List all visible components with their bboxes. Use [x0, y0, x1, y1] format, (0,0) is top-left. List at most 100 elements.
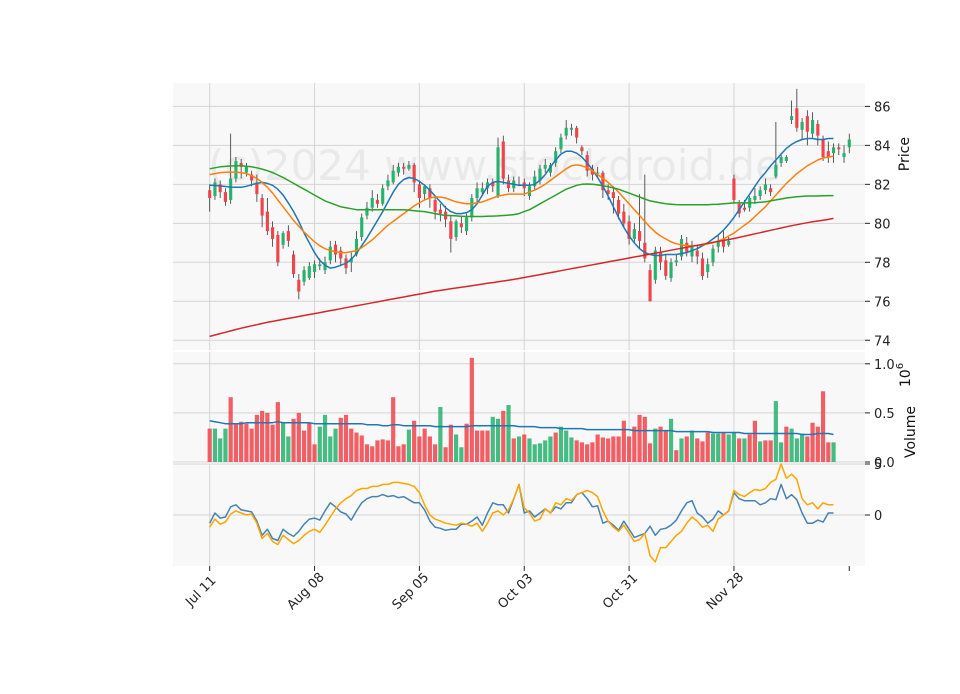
- candle-body: [732, 178, 736, 200]
- candle-body: [428, 188, 432, 198]
- volume-bar: [343, 414, 349, 462]
- volume-bar: [474, 430, 480, 462]
- volume-bar: [265, 412, 270, 462]
- candle-body: [271, 227, 275, 239]
- volume-bar: [747, 434, 752, 462]
- volume-bar: [548, 436, 553, 462]
- candle-body: [695, 250, 699, 257]
- volume-bar: [249, 428, 254, 462]
- candle-body: [664, 260, 668, 276]
- volume-bar: [810, 422, 815, 462]
- candle-body: [548, 164, 553, 173]
- candle-body: [417, 184, 421, 198]
- volume-bar: [621, 420, 626, 462]
- volume-bar: [684, 436, 689, 462]
- volume-bar: [312, 444, 317, 462]
- candle-body: [690, 246, 694, 257]
- volume-bar: [270, 424, 275, 462]
- candle-body: [805, 116, 809, 132]
- volume-bar: [301, 430, 307, 462]
- candle-body: [375, 199, 380, 204]
- candle-body: [826, 151, 830, 158]
- candle-body: [281, 233, 285, 245]
- candle-body: [632, 229, 636, 239]
- candle-body: [407, 164, 411, 169]
- volume-bar: [333, 428, 338, 462]
- candle-body: [229, 178, 233, 200]
- volume-bar: [653, 428, 658, 462]
- volume-bar: [501, 410, 506, 462]
- volume-bar: [296, 412, 301, 462]
- volume-bar: [391, 397, 396, 462]
- osc-signal-line: [209, 463, 834, 563]
- candle-body: [837, 147, 841, 150]
- volume-bar: [254, 414, 259, 462]
- candle-body: [475, 188, 479, 198]
- volume-bar: [307, 422, 312, 462]
- price-axis-label: Price: [897, 137, 913, 171]
- candle-body: [742, 207, 746, 210]
- candle-body: [307, 266, 311, 278]
- oscillator-axis-tick-label: 0: [874, 509, 882, 524]
- volume-bar: [260, 410, 265, 462]
- volume-bar: [453, 434, 459, 462]
- candle-body: [433, 199, 437, 212]
- volume-bar: [490, 416, 495, 462]
- candle-body: [328, 246, 332, 261]
- candle-body: [811, 120, 815, 134]
- candle-body: [244, 166, 248, 173]
- volume-bar: [606, 438, 611, 462]
- candle-body: [349, 258, 353, 263]
- volume-bar: [516, 436, 522, 462]
- volume-bar: [239, 421, 244, 462]
- volume-bar: [789, 428, 794, 462]
- candle-body: [465, 217, 469, 232]
- volume-bar: [668, 418, 674, 462]
- candle-body: [496, 147, 500, 197]
- candle-body: [218, 184, 222, 193]
- price-axis-tick-label: 78: [874, 256, 891, 271]
- candle-body: [255, 182, 259, 195]
- candle-body: [454, 221, 458, 237]
- candle-body: [758, 190, 762, 197]
- candle-body: [250, 174, 254, 181]
- price-axis-tick-label: 82: [874, 178, 891, 193]
- volume-bar: [417, 436, 422, 462]
- candle-body: [779, 157, 783, 163]
- candle-body: [412, 164, 416, 183]
- volume-bar: [286, 436, 291, 462]
- candle-body: [470, 197, 474, 218]
- candle-body: [575, 127, 579, 138]
- volume-axis-tick-label: 0.0: [874, 456, 895, 471]
- candle-body: [653, 250, 657, 280]
- volume-axis-tick-label: 1.0: [874, 358, 895, 373]
- candle-body: [386, 180, 390, 187]
- candle-body: [674, 260, 678, 263]
- price-axis-tick-label: 80: [874, 217, 891, 232]
- volume-bar: [794, 438, 799, 462]
- volume-bar: [537, 443, 543, 462]
- candle-body: [459, 223, 463, 228]
- volume-bar: [543, 440, 548, 462]
- volume-bar: [233, 423, 239, 462]
- volume-bar: [574, 440, 579, 462]
- candle-body: [208, 190, 212, 198]
- candle-body: [601, 172, 605, 191]
- volume-bar: [448, 424, 453, 462]
- ma-fast-line: [209, 137, 834, 269]
- volume-bar: [427, 436, 432, 462]
- volume-axis-exponent: 106: [895, 363, 914, 387]
- candle-body: [658, 252, 663, 263]
- volume-bar: [380, 439, 385, 462]
- x-tick-label: Oct 03: [495, 571, 536, 612]
- volume-bar: [679, 438, 684, 462]
- price-axis-tick-label: 74: [874, 334, 891, 349]
- candle-body: [480, 188, 484, 193]
- volume-bar: [412, 420, 417, 462]
- candle-body: [391, 170, 395, 183]
- candle-body: [831, 147, 836, 154]
- candle-body: [234, 160, 238, 179]
- volume-bar: [752, 420, 758, 462]
- candle-body: [312, 264, 317, 273]
- volume-bar: [207, 428, 212, 462]
